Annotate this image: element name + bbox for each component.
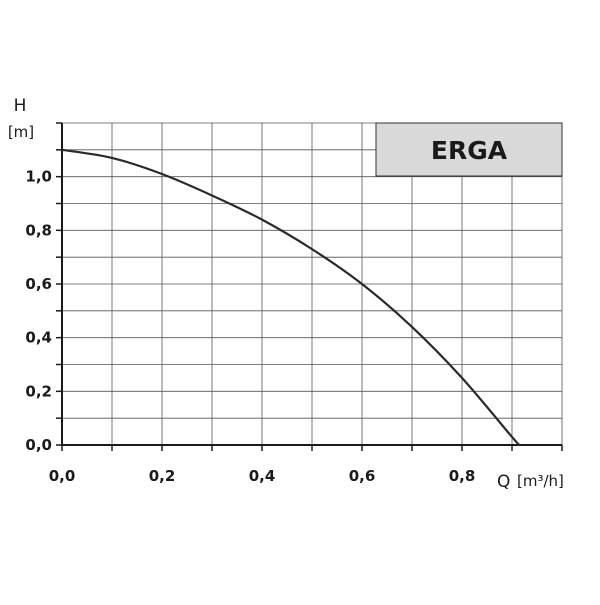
x-tick-label: 0,0	[49, 467, 76, 485]
y-tick-label: 0,0	[25, 436, 52, 454]
y-tick-label: 0,2	[25, 382, 52, 400]
y-tick-label: 0,4	[25, 329, 52, 347]
y-tick-label: 1,0	[25, 168, 52, 186]
badge-box	[375, 122, 563, 177]
x-tick-label: 0,8	[449, 467, 476, 485]
y-axis-title: H	[14, 96, 27, 116]
badge-label: ERGA	[431, 136, 508, 165]
x-axis-title: Q	[497, 472, 510, 492]
y-tick-label: 0,8	[25, 221, 52, 239]
x-tick-label: 0,2	[149, 467, 176, 485]
badge: ERGA	[375, 122, 563, 177]
y-axis-unit: [m]	[8, 123, 34, 141]
x-tick-label: 0,4	[249, 467, 276, 485]
y-tick-label: 0,6	[25, 275, 52, 293]
x-tick-label: 0,6	[349, 467, 376, 485]
axes	[56, 122, 563, 451]
series	[61, 148, 521, 446]
tick-labels: 0,0 0,2 0,4 0,6 0,8 0,0 0,2 0,4 0,6 0,8 1,0	[25, 168, 475, 485]
x-axis-unit: [m³/h]	[517, 472, 564, 490]
pump-curve-line	[61, 148, 521, 446]
